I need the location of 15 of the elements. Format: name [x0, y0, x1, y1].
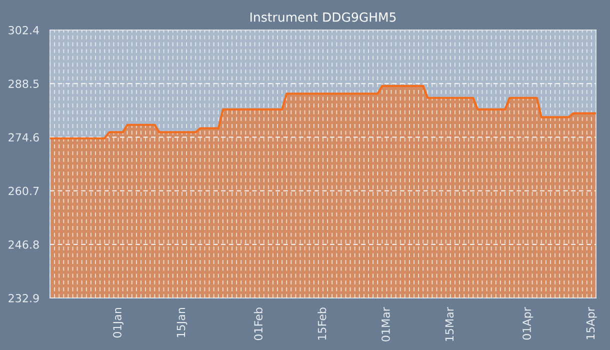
x-tick-label: 15Jan: [176, 308, 188, 338]
x-tick-label: 01Jan: [113, 308, 124, 338]
x-tick-label: 01Apr: [522, 307, 534, 340]
x-tick-label: 15Feb: [318, 308, 326, 340]
y-tick-label: 246.8: [8, 240, 39, 249]
y-tick-label: 260.7: [8, 186, 39, 196]
x-tick-label: 15Mar: [445, 307, 454, 341]
x-tick-label: 01Mar: [382, 307, 390, 342]
y-tick-label: 288.5: [8, 80, 39, 88]
x-tick-label: 01Feb: [254, 308, 263, 340]
chart-title: Instrument DDG9GHM5: [250, 12, 396, 22]
x-tick-label: 15Apr: [586, 307, 597, 340]
y-tick-label: 302.4: [8, 26, 39, 34]
y-tick-label: 274.6: [8, 133, 39, 142]
y-tick-label: 232.9: [8, 294, 39, 302]
